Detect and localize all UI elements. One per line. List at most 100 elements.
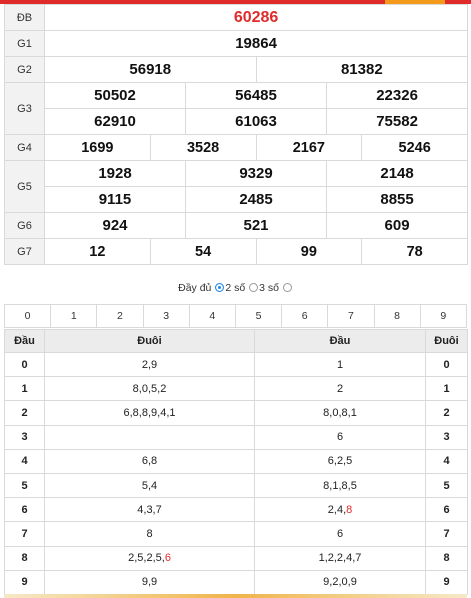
digit-filter-2[interactable]: 2 — [96, 304, 144, 328]
loto-tail-digit: 5 — [425, 472, 468, 499]
loto-heads: 6 — [254, 521, 426, 547]
loto-head-digit: 6 — [4, 497, 45, 523]
loto-tail-digit: 0 — [425, 351, 468, 378]
loto-heads: 8,0,8,1 — [254, 400, 426, 426]
option-full[interactable]: Đầy đủ — [178, 282, 212, 294]
prize-number: 56918 — [44, 56, 257, 83]
loto-heads: 1,2,2,4,7 — [254, 545, 426, 571]
prize-row-g5-second: 9115 2485 8855 — [5, 186, 469, 213]
digit-filter-6[interactable]: 6 — [281, 304, 329, 328]
loto-tails: 9,9 — [44, 569, 255, 595]
header-dau-right: Đầu — [254, 329, 426, 353]
prize-row-db: ĐB 60286 — [4, 4, 469, 31]
loto-head-digit: 0 — [4, 351, 45, 378]
loto-tail-digit: 3 — [425, 424, 468, 450]
prize-row-g3-second: 62910 61063 75582 — [5, 108, 469, 135]
loto-heads: 9,2,0,9 — [254, 569, 426, 595]
loto-tail-digit: 8 — [425, 545, 468, 571]
prize-number: 2167 — [255, 134, 363, 161]
header-duoi-right: Đuôi — [425, 329, 468, 353]
prize-row-g1: G1 19864 — [4, 30, 469, 57]
prize-row-g2: G2 56918 81382 — [4, 56, 469, 83]
prize-label: G7 — [4, 238, 45, 265]
digit-filter-1[interactable]: 1 — [50, 304, 98, 328]
digit-filter-9[interactable]: 9 — [419, 304, 468, 328]
loto-tail-digit: 9 — [425, 569, 468, 595]
header-duoi: Đuôi — [44, 329, 255, 353]
loto-tails — [44, 424, 255, 450]
prize-row-g7: G7 12 54 99 78 — [4, 238, 469, 265]
radio-two-digit[interactable] — [215, 283, 225, 293]
results-table: ĐB 60286 G1 19864 G2 56918 81382 G3 5050… — [4, 4, 469, 265]
loto-tails: 6,8,8,9,4,1 — [44, 400, 255, 426]
loto-tail-digit: 6 — [425, 497, 468, 523]
prize-label: G3 — [4, 82, 45, 135]
loto-tail-digit: 1 — [425, 376, 468, 402]
option-two-digit-label[interactable]: 2 số — [225, 282, 246, 294]
loto-heads: 2 — [254, 376, 426, 402]
loto-table: Đầu Đuôi Đầu Đuôi 0 2,9 1 0 1 8,0,5,2 2 1 2 6,8,8… — [4, 329, 468, 595]
prize-number: 78 — [361, 238, 469, 265]
loto-row: 5 5,4 8,1,8,5 5 — [4, 472, 468, 499]
digit-filter-3[interactable]: 3 — [142, 304, 190, 328]
special-prize-number: 60286 — [43, 4, 469, 31]
prize-number: 54 — [149, 238, 257, 265]
digit-filter-8[interactable]: 8 — [373, 304, 421, 328]
prize-label: G1 — [4, 30, 45, 57]
special-prize-highlight: 6 — [164, 552, 171, 565]
loto-row: 1 8,0,5,2 2 1 — [4, 376, 468, 402]
loto-tails: 6,8 — [44, 448, 255, 474]
loto-tail-digit: 2 — [425, 400, 468, 426]
bottom-accent-bar — [4, 594, 467, 598]
option-three-digit-label[interactable]: 3 số — [259, 282, 279, 294]
prize-row-g4: G4 1699 3528 2167 5246 — [4, 134, 469, 161]
prize-number: 22326 — [325, 82, 469, 109]
loto-heads: 6,2,5 — [254, 448, 426, 474]
loto-tails: 4,3,7 — [44, 497, 255, 523]
loto-header-row: Đầu Đuôi Đầu Đuôi — [4, 329, 468, 353]
loto-head-digit: 3 — [4, 424, 45, 450]
prize-number: 521 — [185, 212, 327, 239]
radio-three-digit-extra[interactable] — [282, 283, 292, 293]
loto-row: 6 4,3,7 2,4,8 6 — [4, 497, 468, 523]
loto-head-digit: 5 — [4, 472, 45, 499]
prize-number: 609 — [325, 212, 469, 239]
loto-heads: 6 — [254, 424, 426, 450]
prize-number: 81382 — [255, 56, 469, 83]
loto-tails: 5,4 — [44, 472, 255, 499]
prize-number: 61063 — [185, 108, 327, 135]
loto-heads: 1 — [254, 351, 426, 378]
prize-number: 62910 — [44, 108, 186, 135]
digit-filter-0[interactable]: 0 — [3, 304, 52, 328]
digit-filter: 0 1 2 3 4 5 6 7 8 9 — [3, 304, 468, 328]
prize-number: 56485 — [185, 82, 327, 109]
loto-row: 2 6,8,8,9,4,1 8,0,8,1 2 — [4, 400, 468, 426]
prize-number: 50502 — [44, 82, 186, 109]
digit-filter-7[interactable]: 7 — [327, 304, 375, 328]
prize-number: 5246 — [361, 134, 469, 161]
prize-number: 1928 — [44, 160, 186, 187]
top-accent-bar — [0, 0, 471, 4]
loto-tails: 2,9 — [44, 351, 255, 378]
header-dau: Đầu — [4, 329, 45, 353]
loto-tail-digit: 7 — [425, 521, 468, 547]
digit-filter-4[interactable]: 4 — [188, 304, 236, 328]
prize-number: 9329 — [185, 160, 327, 187]
loto-tails: 8 — [44, 521, 255, 547]
prize-row-g3: G3 50502 56485 22326 — [4, 82, 469, 135]
display-options: Đầy đủ 2 số 3 số — [0, 282, 471, 294]
prize-number: 2148 — [325, 160, 469, 187]
prize-label: ĐB — [4, 4, 45, 31]
special-prize-highlight: 8 — [346, 503, 353, 516]
prize-number: 3528 — [149, 134, 257, 161]
prize-number: 12 — [44, 238, 151, 265]
digit-filter-5[interactable]: 5 — [234, 304, 283, 328]
loto-row: 9 9,9 9,2,0,9 9 — [4, 569, 468, 595]
loto-row: 0 2,9 1 0 — [4, 351, 468, 378]
loto-heads: 2,4,8 — [254, 497, 426, 523]
radio-three-digit[interactable] — [249, 283, 259, 293]
prize-label: G2 — [4, 56, 45, 83]
prize-number: 2485 — [185, 186, 327, 213]
